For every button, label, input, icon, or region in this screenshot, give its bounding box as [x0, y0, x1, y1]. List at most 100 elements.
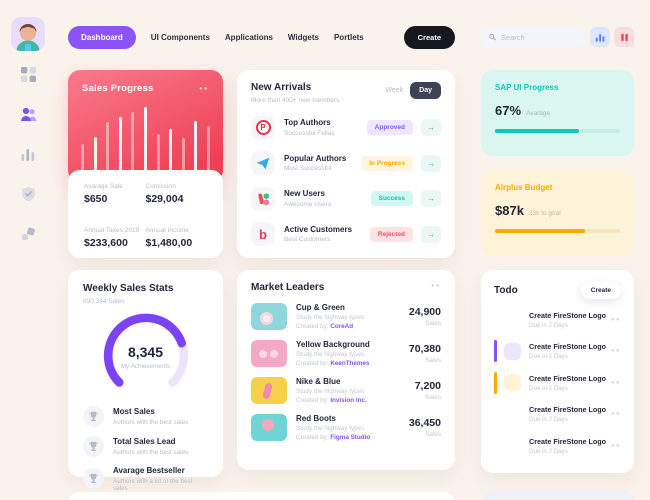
airplus-progress-fill	[495, 229, 585, 233]
sidebar-item-charts[interactable]	[11, 137, 45, 171]
trophy-icon	[83, 406, 104, 427]
sales-bar	[169, 129, 173, 170]
product-subtitle: Study the highway types	[296, 388, 365, 395]
airplus-progress-bar	[495, 229, 620, 233]
todo-card: Todo Create Create FireStone Logo Due in…	[481, 270, 634, 473]
stat-value: $650	[84, 193, 108, 205]
more-menu-icon[interactable]	[611, 410, 621, 418]
abstract-logo-glyph	[257, 192, 269, 205]
arrival-title: Popular Authors	[284, 153, 347, 163]
more-menu-icon[interactable]	[611, 347, 621, 355]
sidebar-item-dashboard[interactable]	[11, 57, 45, 91]
arrow-right-button[interactable]	[421, 225, 441, 243]
author-link[interactable]: Invision Inc.	[330, 397, 367, 404]
product-thumbnail[interactable]	[251, 377, 287, 404]
sap-progress-title: SAP UI Progress	[495, 83, 559, 92]
sales-progress-chart-area: Sales Progress	[68, 70, 223, 182]
weekly-sales-stats-card: Weekly Sales Stats 890,344 Sales 8,345 M…	[68, 270, 223, 492]
tab-applications[interactable]: Applications	[224, 32, 273, 42]
tab-ui-components[interactable]: UI Components	[150, 32, 210, 42]
sidebar-item-users[interactable]	[11, 97, 45, 131]
weekly-stats-subtitle: 890,344 Sales	[83, 298, 125, 305]
create-button[interactable]: Create	[403, 25, 455, 49]
letter-p-glyph: P	[255, 120, 271, 135]
sap-progress-fill	[495, 129, 579, 133]
product-thumbnail[interactable]	[251, 414, 287, 441]
author-link[interactable]: CoreAd	[330, 323, 354, 330]
product-title: Cup & Green	[296, 303, 345, 312]
priority-bar	[494, 340, 497, 362]
sales-bar	[206, 126, 210, 170]
list-item-avarage-bestseller: Avarage Bestseller Authors with a lot of…	[83, 466, 208, 492]
task-title: Create FireStone Logo	[529, 405, 607, 414]
trophy-icon	[83, 436, 104, 457]
arrow-right-button[interactable]	[421, 190, 441, 207]
more-menu-icon[interactable]	[431, 282, 441, 290]
trophy-icon	[83, 468, 104, 490]
chart-view-button[interactable]	[590, 27, 610, 47]
arrival-title: Active Customers	[284, 224, 353, 234]
stat-value: $29,004	[145, 193, 184, 205]
product-title: Red Boots	[296, 414, 336, 423]
search-bar	[481, 27, 585, 47]
priority-bar	[494, 371, 497, 394]
market-row-cup-green: Cup & Green Study the highway types Crea…	[251, 303, 441, 330]
stat-comission: Comission $29,004	[146, 183, 208, 214]
sales-bars-chart	[81, 104, 210, 170]
market-row-yellow-background: Yellow Background Study the highway type…	[251, 340, 441, 367]
more-menu-icon[interactable]	[611, 316, 621, 324]
gauge-caption: My Achievements	[120, 363, 171, 370]
week-toggle[interactable]: Week	[385, 87, 404, 94]
arrow-right-button[interactable]	[421, 119, 441, 136]
task-due: Due in 2 Days	[529, 353, 568, 360]
left-sidebar	[0, 0, 56, 500]
new-arrivals-title: New Arrivals	[251, 82, 312, 93]
sales-bar	[156, 133, 160, 170]
priority-bar	[494, 309, 497, 331]
airplus-budget-value: $87k	[495, 203, 524, 218]
arrival-subtitle: Awesome Users	[284, 200, 332, 208]
users-icon	[20, 107, 36, 121]
tab-dashboard[interactable]: Dashboard	[68, 25, 136, 49]
more-menu-icon[interactable]	[611, 379, 621, 387]
airplus-budget-card: Airplus Budget $87k 23k to goal	[481, 170, 634, 256]
product-thumbnail[interactable]	[251, 340, 287, 367]
mini-columns-icon	[620, 33, 628, 41]
list-item-most-sales: Most Sales Authors with the best sales	[83, 406, 208, 427]
sap-progress-value: 67%	[495, 103, 522, 118]
sales-value: 70,380	[408, 343, 441, 355]
search-input[interactable]	[500, 32, 577, 42]
author-link[interactable]: KeenThemes	[330, 360, 370, 367]
sales-unit: Sales	[425, 320, 441, 327]
item-title: Avarage Bestseller	[113, 466, 185, 475]
search-icon	[489, 33, 496, 41]
more-menu-icon[interactable]	[199, 85, 209, 93]
sidebar-item-security[interactable]	[11, 177, 45, 211]
avatar[interactable]	[11, 17, 45, 51]
column-view-button[interactable]	[614, 27, 634, 47]
arrival-row-top-authors: P Top Authors Successful Fellas Approved	[251, 115, 441, 140]
partial-card-bottom-right	[481, 490, 634, 500]
tab-widgets[interactable]: Widgets	[287, 32, 319, 42]
day-toggle[interactable]: Day	[410, 82, 441, 99]
author-link[interactable]: Figma Studio	[330, 434, 371, 441]
more-menu-icon[interactable]	[611, 442, 621, 450]
sales-bar	[194, 121, 198, 170]
avatar-illustration	[16, 24, 40, 51]
sales-bar	[81, 143, 84, 170]
arrow-right-button[interactable]	[421, 154, 441, 172]
todo-create-button[interactable]: Create	[580, 282, 621, 299]
task-thumbnail	[504, 374, 521, 391]
sales-stats-grid: Avarage Sale $650 Comission $29,004 Annu…	[68, 170, 223, 258]
sales-progress-card: Sales Progress Avarage Sale $650 Comissi…	[68, 70, 223, 258]
task-title: Create FireStone Logo	[529, 436, 607, 446]
product-thumbnail[interactable]	[251, 303, 287, 330]
arrival-title: Top Authors	[284, 118, 331, 128]
sales-value: 24,900	[408, 306, 441, 318]
partial-card-bottom-main	[68, 492, 455, 500]
tab-portlets[interactable]: Portlets	[333, 32, 364, 42]
stat-label: Annual Taxes 2019	[84, 227, 140, 234]
sap-ui-progress-card: SAP UI Progress 67% Avarage	[481, 70, 634, 156]
sidebar-item-plugins[interactable]	[11, 217, 45, 251]
sales-bar	[106, 122, 110, 170]
